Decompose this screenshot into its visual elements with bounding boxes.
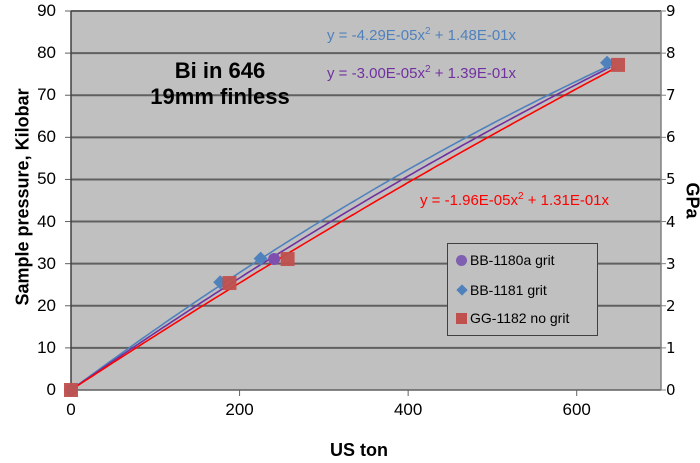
square-marker-icon [456,312,467,324]
x-tick-label: 600 [562,400,591,419]
y2-tick-label: 9 [666,2,676,20]
data-point-square [64,383,78,397]
legend-item-gg-1182: GG-1182 no grit [456,310,569,326]
equation-bb-1181: y = -4.29E-05x2 + 1.48E-01x [327,26,517,44]
x-tick-label: 400 [393,400,423,419]
data-point-square [611,57,626,72]
y2-tick-label: 6 [666,128,676,147]
circle-marker-icon [456,254,467,266]
y2-tick-label: 7 [666,86,676,105]
data-point-circle [268,253,281,266]
y-tick-label: 40 [37,211,56,231]
annotation-line-2: 19mm finless [150,84,290,109]
y-tick-label: 20 [37,295,56,315]
y2-tick-label: 8 [666,44,676,63]
chart-annotation: Bi in 646 19mm finless [125,58,315,110]
diamond-marker-icon [456,284,468,296]
y2-tick-label: 1 [666,338,676,357]
data-point-square [280,252,295,267]
annotation-line-1: Bi in 646 [174,58,266,83]
y-tick-label: 80 [37,43,56,63]
equation-gg-1182: y = -1.96E-05x2 + 1.31E-01x [420,191,610,209]
y-tick-label: 30 [37,253,56,273]
legend: BB-1180a grit BB-1181 grit GG-1182 no gr… [447,243,598,336]
y-tick-label: 60 [37,127,56,147]
data-point-diamond [600,55,615,70]
y-tick-label: 0 [46,380,56,399]
x-tick-label: 0 [66,400,76,419]
trendline [70,66,611,391]
x-tick-label: 200 [225,400,254,419]
equation-bb-1180a: y = -3.00E-05x2 + 1.39E-01x [327,64,517,82]
y-tick-label: 10 [37,337,56,357]
legend-item-bb-1180a: BB-1180a grit [456,252,555,268]
y2-tick-label: 5 [666,170,676,189]
y2-tick-label: 3 [666,254,676,273]
y2-tick-label: 4 [666,212,676,231]
x-axis-title: US ton [330,440,388,460]
y-tick-label: 90 [37,1,56,20]
y-tick-label: 70 [37,85,56,105]
data-point-square [222,276,237,291]
legend-item-bb-1181: BB-1181 grit [456,282,547,298]
y2-tick-label: 2 [666,296,676,315]
trendline [70,67,615,391]
trendline [70,64,611,391]
y-tick-label: 50 [37,169,56,189]
data-point-diamond [253,251,268,266]
y2-tick-label: 0 [666,381,676,399]
y2-axis-title: GPa [682,182,700,219]
